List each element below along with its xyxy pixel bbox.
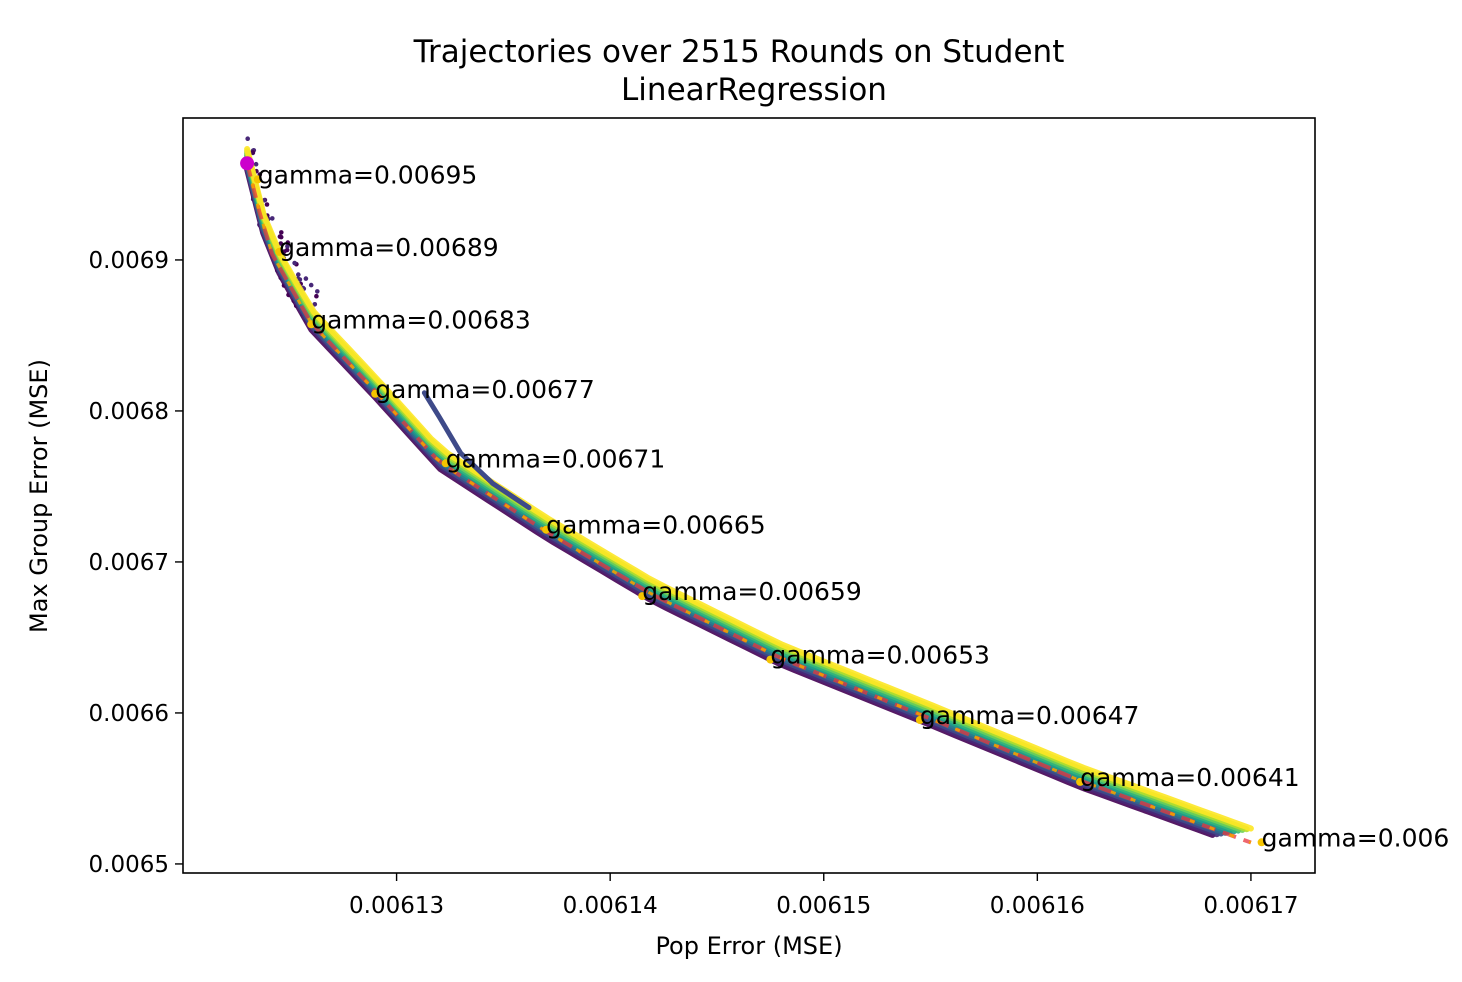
gamma-point-6 — [542, 525, 551, 534]
gamma-point-2 — [275, 247, 284, 256]
gamma-point-4 — [371, 389, 380, 398]
gamma-point-5 — [441, 459, 450, 468]
trajectory-line-10 — [244, 146, 1254, 832]
y-tick-label: 0.0067 — [89, 550, 169, 576]
gamma-label-11: gamma=0.006 — [1262, 823, 1450, 852]
trajectory-point — [245, 136, 250, 141]
trajectory-point — [308, 282, 314, 288]
y-tick-label: 0.0069 — [89, 248, 169, 274]
y-axis-ticks: 0.0065 0.0066 0.0067 0.0068 0.0069 — [89, 248, 183, 878]
gamma-label-6: gamma=0.00665 — [546, 511, 766, 540]
gamma-label-9: gamma=0.00647 — [920, 701, 1140, 730]
trajectory-point — [292, 260, 297, 266]
plot-frame — [182, 117, 1316, 874]
gamma-point-9 — [915, 716, 924, 724]
gamma-label-10: gamma=0.00641 — [1080, 763, 1300, 792]
x-tick-label: 0.00613 — [349, 893, 444, 919]
y-tick-label: 0.0066 — [89, 701, 169, 727]
x-tick-label: 0.00616 — [990, 893, 1085, 919]
gamma-point-1 — [253, 175, 262, 184]
gamma-point-11 — [1257, 838, 1266, 847]
trajectory-point — [315, 289, 320, 294]
gamma-label-4: gamma=0.00677 — [375, 375, 595, 404]
y-tick-label: 0.0068 — [89, 399, 169, 425]
trajectory-point — [296, 272, 301, 277]
gamma-point-3 — [307, 320, 316, 329]
x-axis-ticks: 0.00613 0.00614 0.00615 0.00616 0.00617 — [349, 873, 1298, 919]
gamma-point-7 — [638, 592, 647, 601]
trajectory-point — [314, 293, 319, 299]
trajectory-point — [278, 241, 284, 246]
gamma-label-3: gamma=0.00683 — [311, 305, 531, 334]
x-tick-label: 0.00617 — [1203, 893, 1298, 919]
trajectory-branch — [421, 390, 532, 511]
x-tick-label: 0.00614 — [563, 893, 658, 919]
x-tick-label: 0.00615 — [776, 893, 871, 919]
trajectory-point — [279, 230, 284, 235]
trajectory-point — [303, 276, 309, 281]
y-axis-label: Max Group Error (MSE) — [25, 359, 53, 633]
gamma-label-8: gamma=0.00653 — [770, 641, 990, 670]
gamma-annotations: gamma=0.00695 gamma=0.00689 gamma=0.00683 g… — [258, 160, 1450, 852]
gamma-label-7: gamma=0.00659 — [642, 577, 862, 606]
y-tick-label: 0.0065 — [89, 852, 169, 878]
trajectory-point — [285, 240, 291, 245]
trajectory-point — [264, 202, 270, 207]
gamma-label-1: gamma=0.00695 — [258, 160, 478, 189]
chart-title: Trajectories over 2515 Rounds on Student — [413, 34, 1065, 70]
trajectory-point — [270, 216, 275, 221]
chart-subtitle: LinearRegression — [621, 72, 887, 108]
trajectory-point — [282, 249, 287, 254]
trajectory-point — [250, 150, 256, 155]
trajectory-point — [278, 234, 284, 240]
gamma-label-5: gamma=0.00671 — [446, 444, 666, 473]
trajectory-point — [253, 161, 259, 167]
x-axis-label: Pop Error (MSE) — [655, 932, 842, 960]
gamma-label-2: gamma=0.00689 — [279, 233, 499, 262]
trajectory-point — [297, 277, 303, 282]
trajectory-point — [285, 244, 290, 249]
gamma-point-8 — [766, 655, 775, 664]
plot-content — [240, 136, 1266, 847]
trajectory-point — [312, 302, 318, 307]
start-marker — [240, 156, 255, 171]
gamma-point-10 — [1076, 777, 1085, 786]
